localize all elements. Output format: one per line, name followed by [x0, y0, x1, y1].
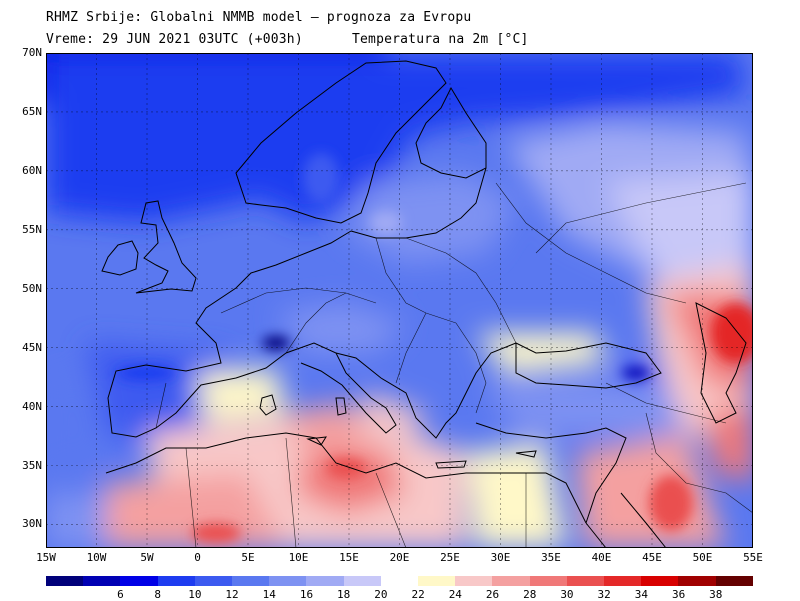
colorbar-label: 14 [262, 588, 276, 601]
lon-label: 50E [692, 551, 713, 564]
colorbar-segment [194, 576, 233, 586]
lon-label: 10W [86, 551, 107, 564]
lon-label: 15W [36, 551, 56, 564]
colorbar-label: 22 [411, 588, 425, 601]
colorbar-label: 16 [299, 588, 314, 601]
lat-label: 55N [22, 222, 42, 236]
colorbar-label: 32 [597, 588, 611, 601]
lat-label: 50N [22, 281, 42, 295]
lon-label: 45E [642, 551, 662, 564]
colorbar-segment [343, 576, 381, 586]
colorbar-label: 18 [337, 588, 351, 601]
lat-label: 60N [22, 163, 42, 177]
colorbar-segment [120, 576, 158, 586]
colorbar-segment [380, 576, 419, 586]
lon-label: 40E [591, 551, 612, 564]
colorbar-label: 20 [374, 588, 388, 601]
colorbar-segment [83, 576, 121, 586]
colorbar-segment [529, 576, 567, 586]
colorbar-label: 8 [154, 588, 161, 601]
temperature-map [46, 53, 753, 548]
colorbar-segment [566, 576, 605, 586]
colorbar-label: 10 [188, 588, 202, 601]
colorbar-segment [604, 576, 642, 586]
colorbar-label: 12 [225, 588, 239, 601]
lon-label: 5E [241, 551, 255, 564]
variable-label: Temperatura na 2m [°C] [352, 32, 529, 47]
map-title: RHMZ Srbije: Globalni NMMB model – progn… [46, 10, 472, 25]
colorbar-label: 28 [523, 588, 537, 601]
lat-label: 45N [22, 340, 42, 354]
lat-label: 30N [22, 517, 42, 531]
lat-label: 70N [22, 46, 42, 59]
colorbar-segment [455, 576, 493, 586]
lon-label: 30E [490, 551, 511, 564]
colorbar-label: 34 [634, 588, 648, 601]
lat-label: 35N [22, 458, 42, 472]
colorbar-label: 36 [671, 588, 686, 601]
lon-label: 20E [389, 551, 410, 564]
lon-label: 15E [339, 551, 359, 564]
colorbar-segment [306, 576, 344, 586]
forecast-time: Vreme: 29 JUN 2021 03UTC (+003h) [46, 32, 303, 47]
colorbar-label: 30 [560, 588, 574, 601]
colorbar-segment [641, 576, 679, 586]
lon-label: 55E [743, 551, 763, 564]
colorbar-segment [269, 576, 307, 586]
colorbar-segment [46, 576, 84, 586]
colorbar-segment [678, 576, 716, 586]
colorbar-label: 24 [448, 588, 462, 601]
colorbar [46, 576, 753, 586]
lon-label: 10E [288, 551, 309, 564]
colorbar-segment [492, 576, 530, 586]
country-borders [155, 182, 753, 548]
lat-label: 65N [22, 104, 42, 118]
lon-label: 0 [194, 551, 201, 564]
colorbar-segment [418, 576, 456, 586]
colorbar-segment [232, 576, 270, 586]
lon-label: 25E [440, 551, 460, 564]
colorbar-segment [157, 576, 195, 586]
lon-label: 5W [140, 551, 154, 564]
colorbar-segment [715, 576, 753, 586]
colorbar-label: 6 [117, 588, 124, 601]
colorbar-label: 38 [709, 588, 723, 601]
lon-label: 35E [541, 551, 561, 564]
lat-label: 40N [22, 399, 42, 413]
colorbar-label: 26 [485, 588, 500, 601]
